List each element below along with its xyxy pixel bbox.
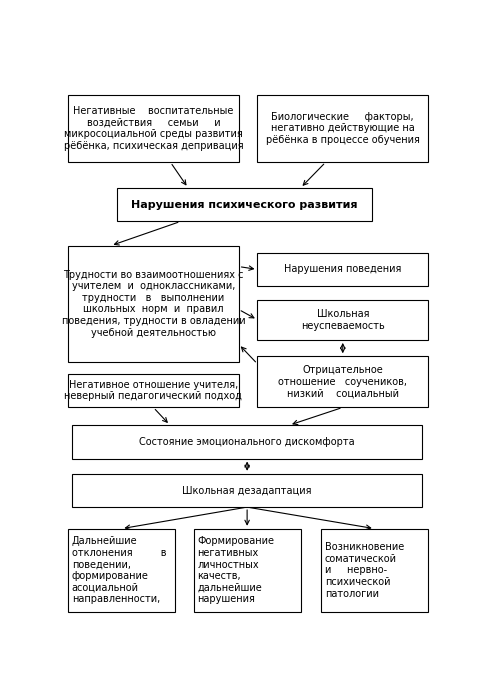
Text: Негативное отношение учителя,
неверный педагогический подход: Негативное отношение учителя, неверный п… (64, 380, 242, 402)
FancyBboxPatch shape (68, 374, 239, 407)
FancyBboxPatch shape (257, 356, 428, 407)
FancyBboxPatch shape (117, 188, 372, 221)
Text: Возникновение
соматической
и     нервно-
психической
патологии: Возникновение соматической и нервно- пси… (325, 542, 404, 598)
Text: Трудности во взаимоотношениях с
учителем  и  одноклассниками,
трудности   в   вы: Трудности во взаимоотношениях с учителем… (61, 270, 245, 337)
Text: Биологические     факторы,
негативно действующие на
рёбёнка в процессе обучения: Биологические факторы, негативно действу… (266, 112, 420, 145)
Text: Школьная
неуспеваемость: Школьная неуспеваемость (301, 309, 385, 330)
Text: Нарушения психического развития: Нарушения психического развития (131, 199, 358, 210)
FancyBboxPatch shape (72, 425, 423, 458)
FancyBboxPatch shape (68, 94, 239, 162)
FancyBboxPatch shape (68, 246, 239, 362)
Text: Нарушения поведения: Нарушения поведения (284, 265, 401, 274)
Text: Отрицательное
отношение   соучеников,
низкий    социальный: Отрицательное отношение соучеников, низк… (278, 365, 407, 398)
Text: Школьная дезадаптация: Школьная дезадаптация (182, 485, 312, 496)
FancyBboxPatch shape (321, 528, 428, 612)
FancyBboxPatch shape (257, 94, 428, 162)
FancyBboxPatch shape (257, 253, 428, 286)
Text: Формирование
негативных
личностных
качеств,
дальнейшие
нарушения: Формирование негативных личностных качес… (197, 536, 274, 604)
FancyBboxPatch shape (72, 474, 423, 507)
FancyBboxPatch shape (68, 528, 175, 612)
FancyBboxPatch shape (194, 528, 301, 612)
FancyBboxPatch shape (257, 300, 428, 340)
Text: Негативные    воспитательные
воздействия     семьи     и
микросоциальной среды р: Негативные воспитательные воздействия се… (63, 106, 243, 151)
Text: Дальнейшие
отклонения         в
поведении,
формирование
асоциальной
направленнос: Дальнейшие отклонения в поведении, форми… (72, 536, 166, 605)
Text: Состояние эмоционального дискомфорта: Состояние эмоционального дискомфорта (139, 437, 355, 447)
